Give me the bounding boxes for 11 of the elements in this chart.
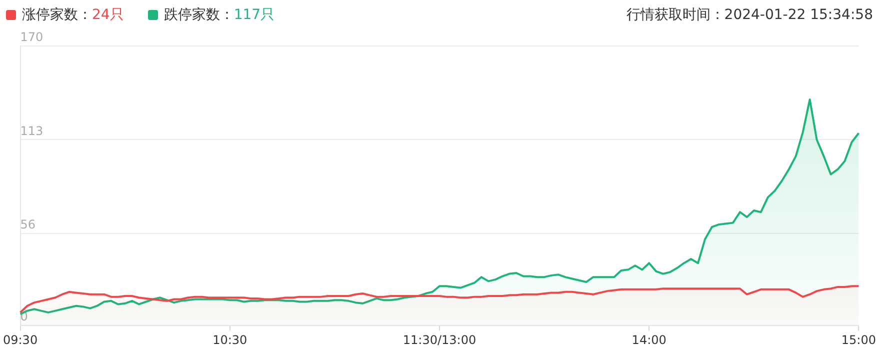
legend-label: 跌停家数：117只 <box>164 6 275 24</box>
text: 行情获取时间：2024-01-22 15:34:58 <box>626 7 873 23</box>
x-tick-label: 11:30/13:00 <box>402 332 476 347</box>
x-tick-label: 15:00 <box>841 332 876 347</box>
x-tick-label: 09:30 <box>2 332 38 347</box>
x-tick-label: 10:30 <box>212 332 248 347</box>
legend-label: 涨停家数：24只 <box>22 6 124 24</box>
x-tick-label: 14:00 <box>632 332 666 347</box>
y-tick-label: 113 <box>20 124 44 138</box>
y-tick-label: 56 <box>20 218 36 232</box>
y-tick-label: 170 <box>20 30 44 44</box>
